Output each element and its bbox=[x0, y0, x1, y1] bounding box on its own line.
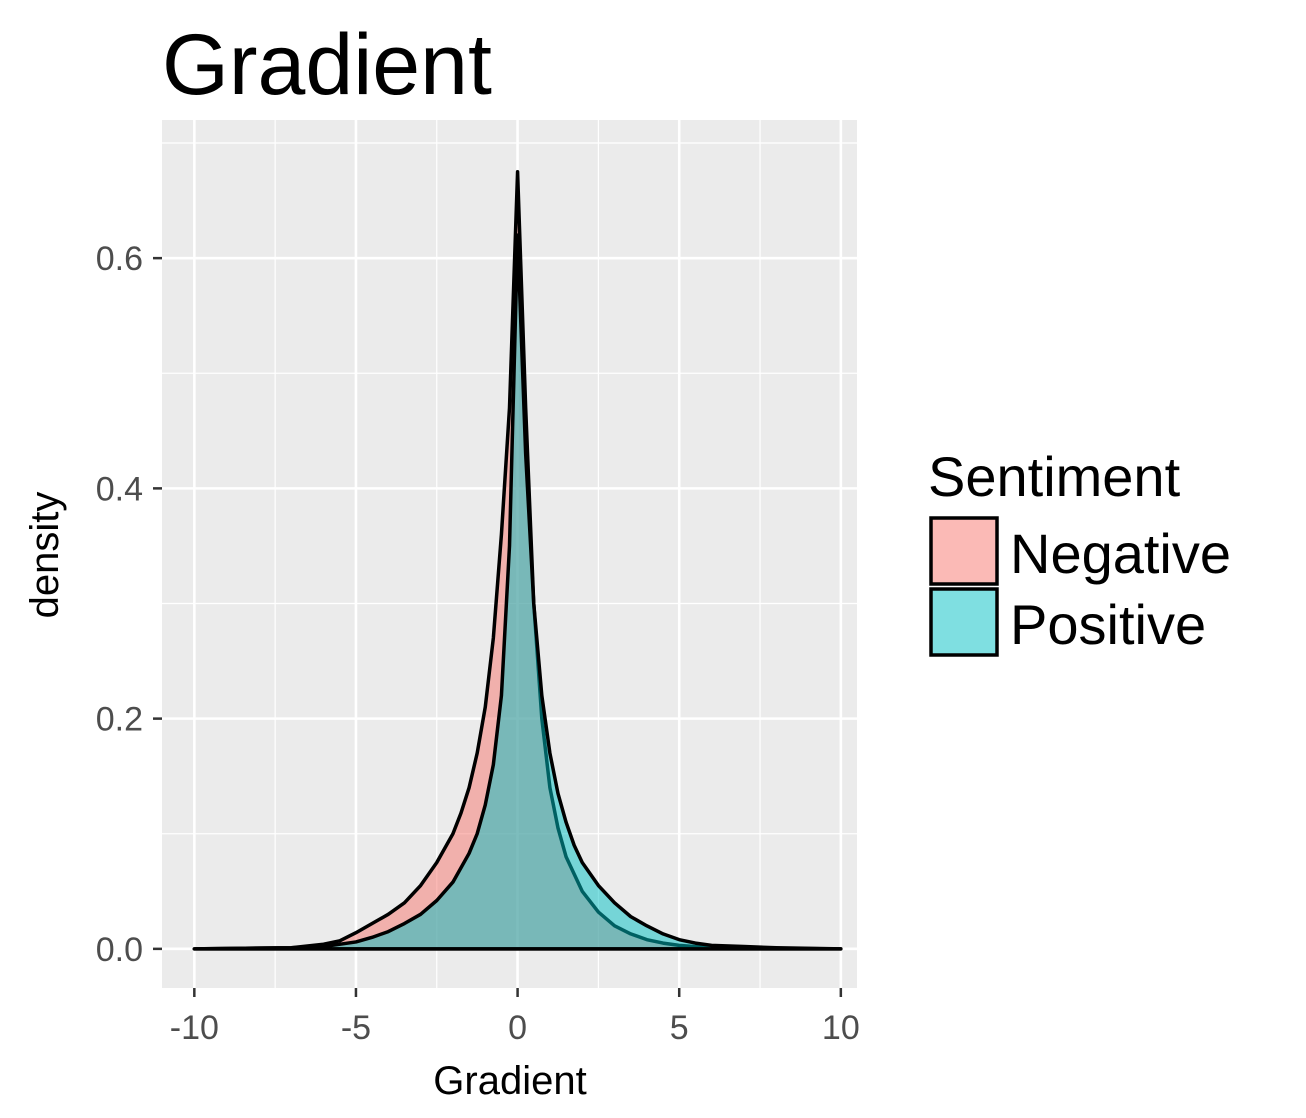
x-tick-label: -5 bbox=[341, 1009, 371, 1047]
x-axis-label: Gradient bbox=[433, 1059, 586, 1103]
x-tick-label: 10 bbox=[822, 1009, 860, 1047]
x-tick-label: 0 bbox=[508, 1009, 527, 1047]
y-axis-tick-labels: 0.0 0.2 0.4 0.6 bbox=[96, 240, 143, 969]
axis-ticks bbox=[153, 256, 843, 997]
y-axis-label: density bbox=[23, 492, 67, 619]
legend-label-positive: Positive bbox=[1010, 593, 1206, 656]
x-axis-tick-labels: -10 -5 0 5 10 bbox=[170, 1009, 860, 1047]
legend-key-positive bbox=[929, 587, 999, 657]
y-tick-label: 0.2 bbox=[96, 701, 143, 739]
legend-title: Sentiment bbox=[928, 445, 1181, 508]
legend: Sentiment Negative Positive bbox=[928, 445, 1231, 657]
legend-key-negative bbox=[929, 516, 999, 586]
y-tick-label: 0.0 bbox=[96, 931, 143, 969]
x-tick-label: 5 bbox=[670, 1009, 689, 1047]
density-areas bbox=[192, 170, 843, 951]
chart-title: Gradient bbox=[162, 17, 492, 113]
legend-label-negative: Negative bbox=[1010, 522, 1231, 585]
y-tick-label: 0.4 bbox=[96, 470, 143, 508]
y-tick-label: 0.6 bbox=[96, 240, 143, 278]
density-area-positive bbox=[192, 233, 843, 951]
x-tick-label: -10 bbox=[170, 1009, 219, 1047]
